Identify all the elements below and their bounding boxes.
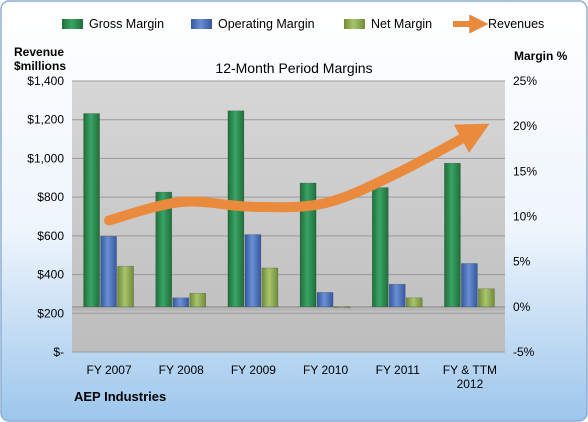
left-tick-label: $200 [37, 306, 64, 320]
net-margin-bar [117, 265, 134, 308]
left-tick-label: $800 [37, 190, 64, 204]
gross-margin-bar [83, 113, 100, 308]
left-tick-label: $1,000 [27, 151, 64, 165]
left-axis-label-line2: $millions [14, 59, 66, 73]
x-tick-label: FY 2010 [303, 363, 348, 377]
net-margin-bar [189, 292, 207, 308]
right-tick-label: -5% [513, 345, 535, 359]
gross-margin-bar [444, 162, 461, 308]
gridlines [72, 80, 505, 353]
operating-margin-bar [388, 283, 406, 308]
right-tick-label: 5% [513, 255, 531, 269]
x-axis-ticks: FY 2007 FY 2008 FY 2009 FY 2010 FY 2011 FY & … [87, 363, 498, 391]
zero-floor [72, 306, 505, 311]
net-margin-bar [405, 297, 423, 308]
left-tick-label: $- [53, 345, 64, 359]
right-tick-label: 15% [513, 164, 537, 178]
net-margin-bar [261, 267, 279, 308]
right-tick-label: 0% [513, 300, 531, 314]
legend-label-net: Net Margin [371, 17, 432, 31]
gross-margin-bar [155, 191, 173, 308]
left-axis-ticks: $- $200 $400 $600 $800 $1,000 $1,200 $1,400 [27, 74, 64, 359]
gross-margin-bar [299, 182, 317, 308]
right-tick-label: 25% [513, 74, 537, 88]
right-axis-label: Margin % [514, 49, 568, 63]
revenue-line [104, 123, 490, 226]
legend: Gross Margin Operating Margin Net Margin… [62, 14, 544, 34]
left-tick-label: $1,200 [27, 113, 64, 127]
right-axis-ticks: -5% 0% 5% 10% 15% 20% 25% [513, 74, 537, 359]
legend-swatch-operating [191, 19, 212, 29]
right-tick-label: 10% [513, 210, 537, 224]
operating-margin-bar [172, 297, 190, 308]
x-tick-label: FY 2011 [376, 363, 421, 377]
revenue-series [104, 123, 490, 226]
legend-label-revenues: Revenues [488, 17, 544, 31]
x-tick-label: FY & TTM 2012 [443, 363, 497, 391]
bar-series [83, 110, 495, 309]
operating-margin-bar [100, 236, 117, 308]
net-margin-bar [333, 306, 351, 309]
x-tick-label: FY 2009 [231, 363, 276, 377]
floor-plane [72, 306, 505, 311]
operating-margin-bar [316, 292, 334, 308]
x-tick-label: FY 2007 [87, 363, 132, 377]
legend-label-gross: Gross Margin [89, 17, 164, 31]
net-margin-bar [478, 288, 495, 308]
legend-label-operating: Operating Margin [218, 17, 315, 31]
legend-swatch-net [344, 19, 365, 29]
left-axis-label-line1: Revenue [14, 45, 64, 59]
x-tick-label: FY 2008 [159, 363, 204, 377]
gross-margin-bar [371, 187, 389, 308]
operating-margin-bar [244, 234, 262, 308]
right-tick-label: 20% [513, 119, 537, 133]
chart-title: 12-Month Period Margins [215, 60, 372, 76]
left-tick-label: $1,400 [27, 74, 64, 88]
left-tick-label: $400 [37, 268, 64, 282]
legend-swatch-gross [62, 19, 83, 29]
operating-margin-bar [461, 263, 478, 308]
company-footer: AEP Industries [74, 389, 166, 404]
left-tick-label: $600 [37, 229, 64, 243]
